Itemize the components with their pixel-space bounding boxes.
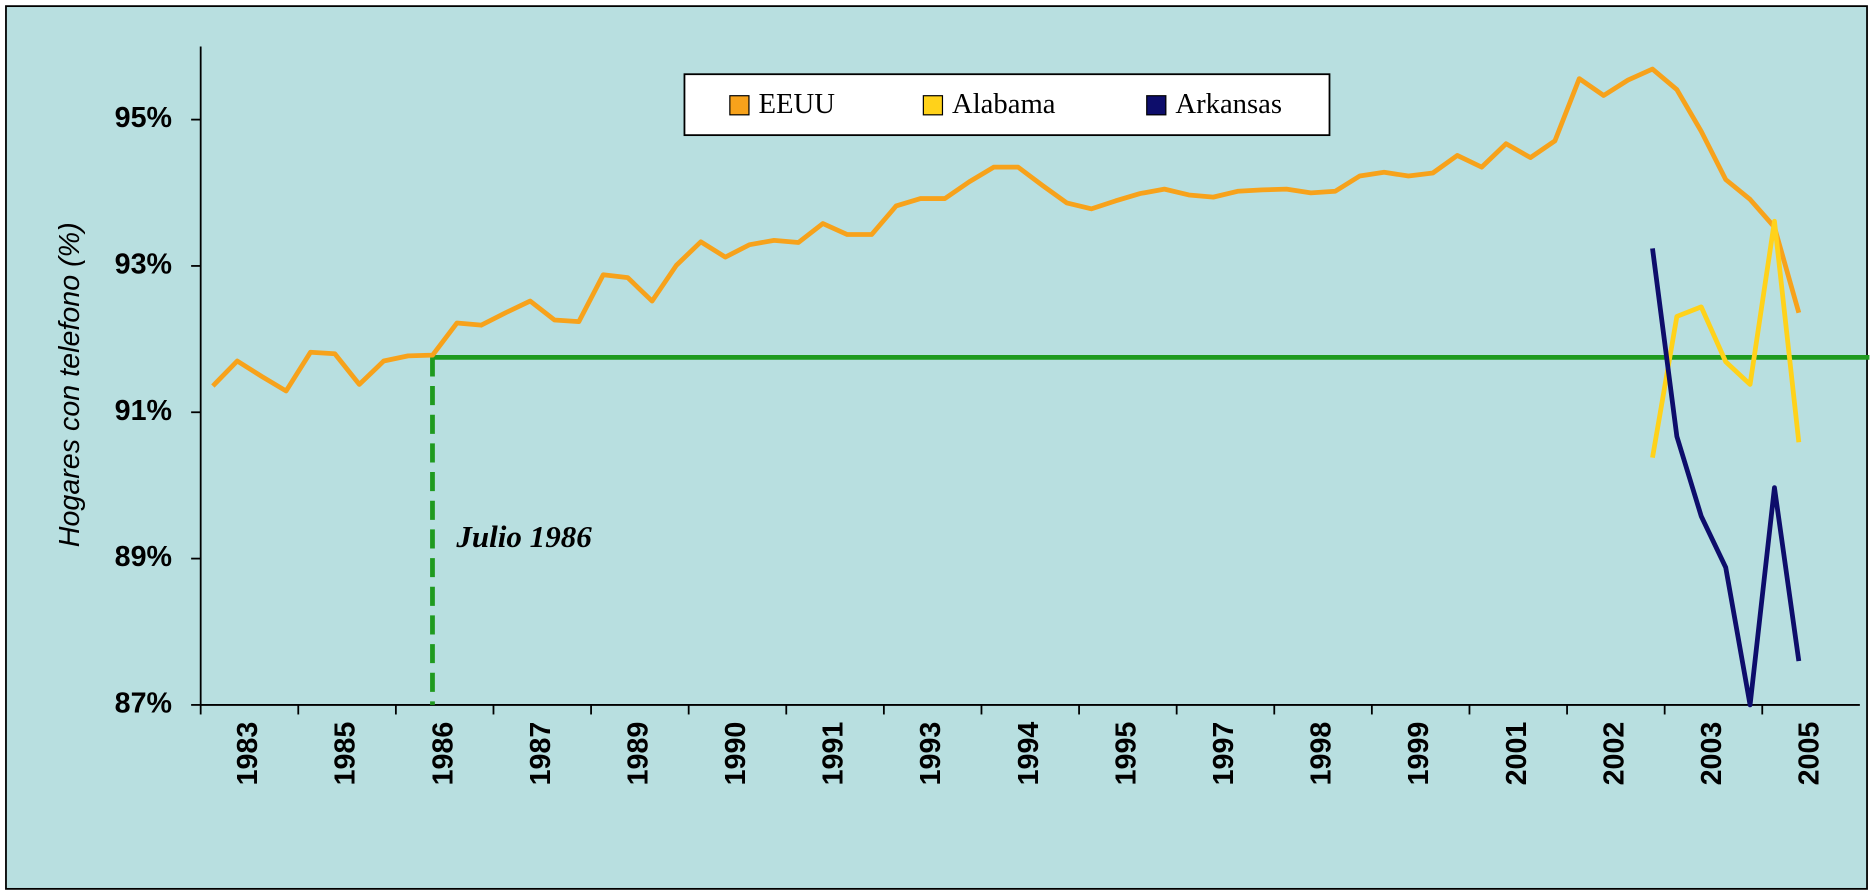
x-tick-label: 1997 xyxy=(1208,722,1240,786)
x-tick-label: 1987 xyxy=(525,722,557,786)
legend-swatch xyxy=(922,95,944,116)
y-tick-label: 89% xyxy=(115,541,172,573)
legend-label: Alabama xyxy=(952,88,1056,120)
y-axis-label: Hogares con telefono (%) xyxy=(54,222,86,547)
x-tick-label: 2001 xyxy=(1501,722,1533,786)
y-tick-label: 91% xyxy=(115,395,172,427)
annotation: Julio 1986 xyxy=(455,519,592,554)
legend-label: Arkansas xyxy=(1175,88,1282,120)
x-tick-label: 1998 xyxy=(1306,722,1338,786)
y-tick-label: 95% xyxy=(115,102,172,134)
x-tick-label: 1993 xyxy=(915,722,947,786)
x-tick-label: 1983 xyxy=(232,722,264,786)
legend-label: EEUU xyxy=(759,88,836,120)
legend-box xyxy=(683,73,1331,137)
y-tick-label: 93% xyxy=(115,249,172,281)
series-line xyxy=(211,66,1802,394)
legend-swatch xyxy=(1146,95,1167,116)
legend-swatch xyxy=(729,95,750,116)
x-tick-label: 2002 xyxy=(1598,722,1630,786)
x-tick-label: 1999 xyxy=(1403,722,1435,786)
x-tick-label: 1985 xyxy=(330,722,362,786)
x-tick-label: 1995 xyxy=(1110,722,1142,786)
x-tick-label: 1994 xyxy=(1013,722,1045,786)
x-tick-label: 1991 xyxy=(818,722,850,786)
y-tick-label: 87% xyxy=(115,687,172,719)
series-line xyxy=(1650,218,1802,459)
x-tick-label: 1989 xyxy=(622,722,654,786)
x-tick-label: 1986 xyxy=(427,722,459,786)
series-line xyxy=(1650,248,1802,708)
x-tick-label: 2003 xyxy=(1696,722,1728,786)
chart-background xyxy=(5,5,1868,890)
x-tick-label: 2005 xyxy=(1794,722,1826,786)
x-tick-label: 1990 xyxy=(720,722,752,786)
